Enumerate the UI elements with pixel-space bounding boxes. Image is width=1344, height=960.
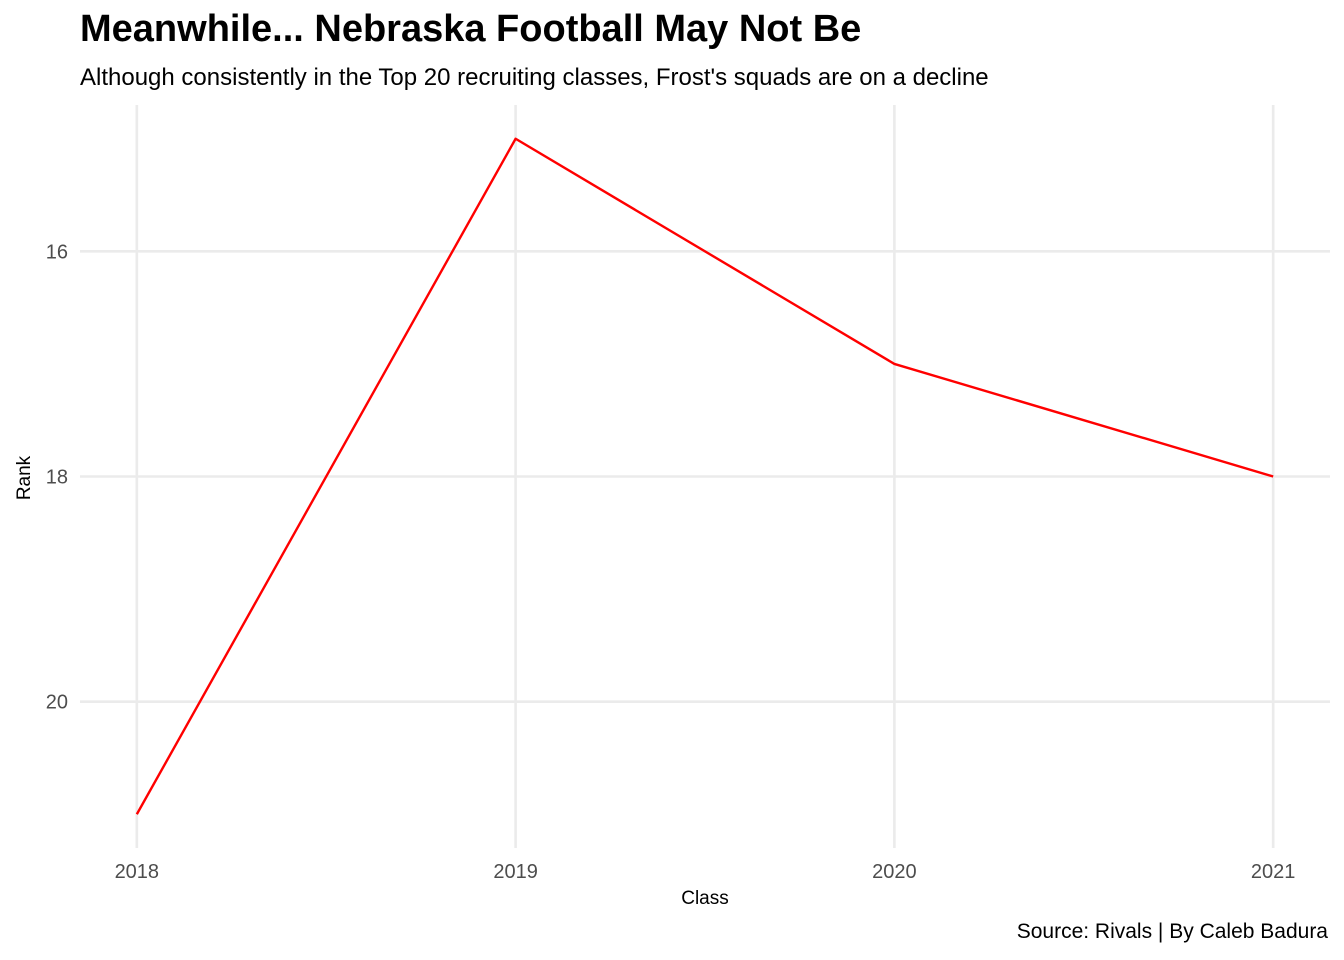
chart-caption: Source: Rivals | By Caleb Badura — [1016, 920, 1328, 943]
series-line — [135, 137, 1274, 815]
chart-title: Meanwhile... Nebraska Football May Not B… — [80, 8, 862, 50]
series-layer — [135, 137, 1274, 815]
y-tick-label: 20 — [46, 692, 68, 714]
x-tick-labels: 2018 2019 2020 2021 — [115, 861, 1296, 883]
gridlines — [80, 105, 1330, 848]
y-tick-label: 18 — [46, 467, 68, 489]
x-tick-label: 2018 — [115, 861, 160, 883]
x-tick-label: 2019 — [493, 861, 538, 883]
y-axis-title: Rank — [14, 455, 35, 500]
x-tick-label: 2021 — [1251, 861, 1296, 883]
chart-subtitle: Although consistently in the Top 20 recr… — [80, 64, 989, 91]
y-tick-labels: 16 18 20 — [46, 241, 68, 713]
y-tick-label: 16 — [46, 241, 68, 263]
x-axis-title: Class — [681, 888, 729, 909]
x-tick-label: 2020 — [872, 861, 917, 883]
